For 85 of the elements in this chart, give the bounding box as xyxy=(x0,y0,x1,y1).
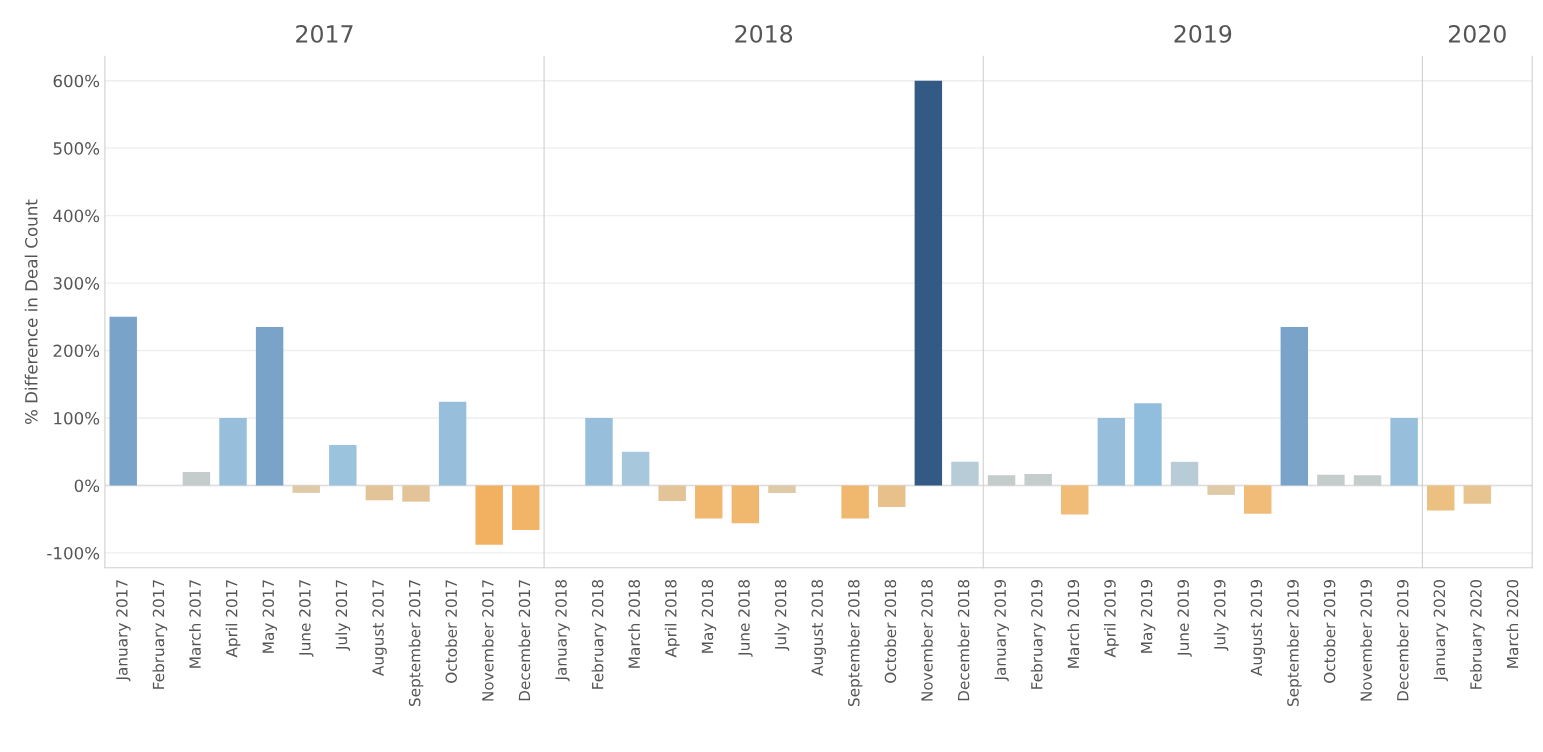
x-tick-label: August 2017 xyxy=(372,580,387,676)
x-tick-label: December 2018 xyxy=(957,579,970,701)
bar xyxy=(1244,485,1272,514)
bar xyxy=(1024,473,1052,486)
x-tick-label: October 2017 xyxy=(445,580,458,683)
x-tick-label: July 2019 xyxy=(1213,579,1229,651)
x-tick-label: August 2019 xyxy=(1250,579,1266,676)
bar xyxy=(255,326,284,486)
x-tick-label: March 2018 xyxy=(628,579,641,668)
bar xyxy=(292,485,320,493)
x-tick-label: January 2019 xyxy=(994,579,1009,682)
bar xyxy=(438,401,467,486)
bar xyxy=(1097,417,1126,486)
y-axis-title: % Difference in Deal Count xyxy=(24,199,38,425)
x-tick-label: February 2018 xyxy=(591,579,607,689)
x-tick-label: March 2020 xyxy=(1506,579,1519,668)
bar xyxy=(1170,461,1199,486)
bar xyxy=(987,475,1016,486)
x-tick-label: December 2017 xyxy=(518,580,531,701)
bar xyxy=(695,485,723,519)
bar xyxy=(329,444,357,486)
x-tick-label: October 2019 xyxy=(1323,579,1336,683)
x-tick-label: November 2017 xyxy=(481,580,494,701)
y-tick-label: 200% xyxy=(53,344,100,358)
x-tick-label: September 2017 xyxy=(408,580,424,707)
x-tick-label: February 2017 xyxy=(152,580,168,689)
x-tick-label: June 2017 xyxy=(299,580,314,657)
bar xyxy=(658,485,686,501)
x-tick-label: April 2019 xyxy=(1103,579,1119,658)
chart-title: 2017 xyxy=(296,24,353,43)
x-tick-label: May 2018 xyxy=(701,579,717,653)
x-tick-label: April 2017 xyxy=(225,580,241,658)
x-tick-label: January 2018 xyxy=(555,579,570,682)
x-tick-label: December 2019 xyxy=(1396,579,1409,701)
x-tick-label: August 2018 xyxy=(811,579,826,676)
chart-title: 2018 xyxy=(735,24,793,43)
chart-title: 2020 xyxy=(1448,24,1506,43)
x-tick-label: November 2019 xyxy=(1360,579,1372,701)
bar xyxy=(475,485,503,545)
bar xyxy=(1353,475,1382,486)
x-tick-label: November 2018 xyxy=(920,579,933,701)
bar xyxy=(1317,474,1345,486)
x-tick-label: March 2019 xyxy=(1067,579,1080,668)
bar xyxy=(219,417,247,486)
bar xyxy=(914,80,943,486)
bar xyxy=(109,316,137,486)
bar xyxy=(1061,485,1089,515)
x-tick-label: February 2019 xyxy=(1030,579,1046,689)
x-tick-label: January 2020 xyxy=(1433,579,1449,682)
y-tick-label: -100% xyxy=(47,546,100,560)
x-tick-label: May 2017 xyxy=(262,580,277,653)
bar xyxy=(951,461,979,486)
bar xyxy=(1280,326,1309,486)
bar xyxy=(585,417,613,486)
bar xyxy=(841,485,869,519)
bar xyxy=(402,485,430,502)
bar xyxy=(1390,417,1418,486)
x-tick-label: June 2019 xyxy=(1177,579,1192,657)
bar xyxy=(621,451,650,486)
x-tick-label: October 2018 xyxy=(884,579,897,683)
y-tick-label: 500% xyxy=(53,142,100,155)
y-tick-label: 400% xyxy=(53,209,100,223)
bar xyxy=(768,485,796,493)
bar xyxy=(365,485,394,501)
y-tick-label: 100% xyxy=(54,411,100,425)
bar xyxy=(182,471,211,486)
x-tick-label: February 2020 xyxy=(1469,579,1485,689)
x-tick-label: March 2017 xyxy=(189,580,201,668)
x-tick-label: July 2017 xyxy=(335,580,351,651)
y-tick-label: 300% xyxy=(53,277,100,290)
x-tick-label: June 2018 xyxy=(738,579,753,657)
x-tick-label: September 2019 xyxy=(1286,579,1302,707)
y-tick-label: 0% xyxy=(74,479,100,493)
x-tick-label: September 2018 xyxy=(847,579,863,707)
x-tick-label: January 2017 xyxy=(116,580,131,682)
bar xyxy=(1207,485,1235,495)
bar xyxy=(878,485,906,508)
bar xyxy=(512,485,540,530)
x-tick-label: May 2019 xyxy=(1140,579,1156,653)
bar xyxy=(731,485,760,524)
bar xyxy=(1134,403,1162,486)
y-tick-label: 600% xyxy=(53,74,100,88)
x-tick-label: April 2018 xyxy=(664,579,680,658)
x-tick-label: July 2018 xyxy=(774,579,790,651)
chart-title: 2019 xyxy=(1174,24,1232,43)
